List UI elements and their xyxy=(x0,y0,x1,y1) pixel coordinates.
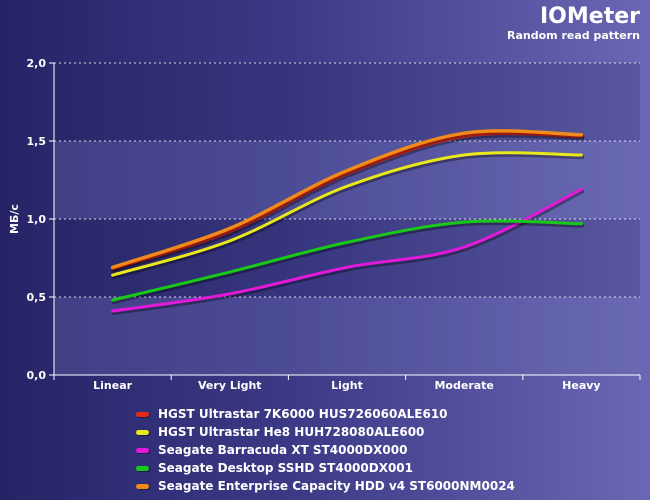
x-tick-label: Heavy xyxy=(562,379,600,392)
grid-band xyxy=(54,63,640,141)
y-tick-label: 0,0 xyxy=(27,369,47,382)
legend-swatch xyxy=(136,411,149,417)
legend-item: HGST Ultrastar He8 HUH728080ALE600 xyxy=(136,423,515,441)
series-line-shadow xyxy=(111,133,585,273)
chart-title: IOMeter xyxy=(540,4,640,29)
x-tick-label: Moderate xyxy=(434,379,493,392)
y-tick-label: 1,0 xyxy=(27,213,47,226)
legend-swatch xyxy=(136,465,149,471)
legend-label: HGST Ultrastar He8 HUH728080ALE600 xyxy=(158,425,425,439)
series-line xyxy=(111,151,583,277)
chart-subtitle: Random read pattern xyxy=(507,29,640,42)
series-line-shadow xyxy=(111,152,585,280)
series-line xyxy=(111,187,583,313)
chart-legend: HGST Ultrastar 7K6000 HUS726060ALE610 HGS… xyxy=(136,405,515,495)
legend-label: HGST Ultrastar 7K6000 HUS726060ALE610 xyxy=(158,407,448,421)
series-line xyxy=(110,129,584,270)
grid-band xyxy=(54,297,640,375)
series-line-shadow xyxy=(111,130,585,272)
legend-item: HGST Ultrastar 7K6000 HUS726060ALE610 xyxy=(136,405,515,423)
y-axis-label: МБ/с xyxy=(8,204,21,234)
legend-label: Seagate Enterprise Capacity HDD v4 ST600… xyxy=(158,479,515,493)
legend-swatch xyxy=(136,447,149,453)
x-tick-label: Light xyxy=(331,379,363,392)
series-line-shadow xyxy=(111,221,585,305)
legend-item: Seagate Barracuda XT ST4000DX000 xyxy=(136,441,515,459)
legend-swatch xyxy=(136,483,149,489)
y-tick-label: 2,0 xyxy=(27,57,47,70)
legend-item: Seagate Enterprise Capacity HDD v4 ST600… xyxy=(136,477,515,495)
legend-swatch xyxy=(136,429,149,435)
series-line xyxy=(111,219,583,302)
legend-label: Seagate Desktop SSHD ST4000DX001 xyxy=(158,461,414,475)
series-line xyxy=(111,132,583,271)
y-tick-label: 1,5 xyxy=(27,135,47,148)
legend-item: Seagate Desktop SSHD ST4000DX001 xyxy=(136,459,515,477)
series-line-shadow xyxy=(111,189,585,316)
x-tick-label: Very Light xyxy=(198,379,262,392)
x-tick-label: Linear xyxy=(93,379,132,392)
legend-label: Seagate Barracuda XT ST4000DX000 xyxy=(158,443,408,457)
y-tick-label: 0,5 xyxy=(27,291,47,304)
